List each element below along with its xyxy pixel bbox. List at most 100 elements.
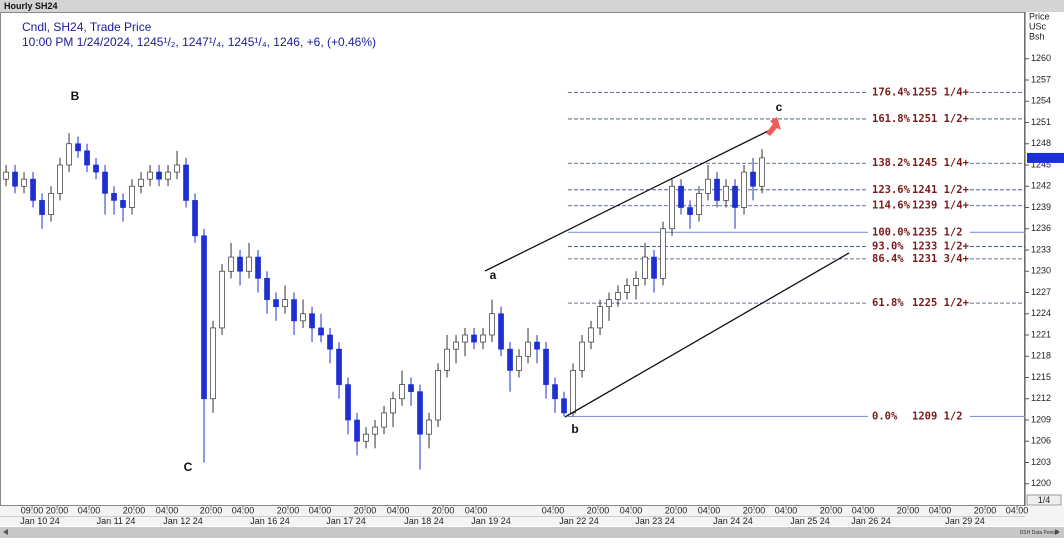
candle-body [660,228,666,279]
x-tick-label: 04:00 [1006,505,1029,515]
candle-body [678,185,684,208]
y-tick-label: 1206 [1031,436,1051,446]
candle-body [255,256,261,279]
y-tick-label: 1203 [1031,457,1051,467]
candle-body [570,370,576,414]
candle-body [588,327,594,343]
candle-body [525,341,531,357]
fib-label-bg [868,86,970,99]
x-tick-label: 04:00 [775,505,798,515]
candle-body [489,313,495,336]
candle-body [57,164,63,194]
x-tick-label: 20:00 [277,505,300,515]
date-tick-label: Jan 26 24 [851,516,891,526]
fib-pct: 0.0% [872,410,898,422]
candle-body [696,192,702,215]
x-tick-label: 04:00 [309,505,332,515]
x-tick-label: 20:00 [354,505,377,515]
y-tick-label: 1233 [1031,244,1051,254]
candle-body [138,178,144,187]
fib-price: 1255 1/4+ [912,86,969,98]
candle-body [552,384,558,400]
y-tick-label: 1257 [1031,74,1051,84]
candle-body [651,256,657,279]
date-tick-label: Jan 11 24 [97,516,136,526]
fib-label-bg [868,252,970,265]
fib-label-bg [868,112,970,125]
x-tick-label: 04:00 [542,505,565,515]
candle-body [480,334,486,343]
candle-body [624,285,630,293]
candle-body [300,313,306,322]
fib-pct: 161.8% [872,113,911,125]
plot: 176.4% 1255 1/4+ 161.8% 1251 1/2+ 138.2% 1245… [3,86,1025,470]
fib-pct: 114.6% [872,200,911,212]
date-tick-label: Jan 12 24 [163,516,203,526]
date-tick-label: Jan 22 24 [559,516,599,526]
fib-label-bg [868,226,970,239]
candle-body [246,256,252,272]
scrollbar[interactable] [0,527,1064,538]
fib-label-bg [868,183,970,196]
candle-body [264,277,270,300]
candle-body [84,150,90,166]
fib-price: 1235 1/2 [912,226,963,238]
x-tick-label: 20:00 [432,505,455,515]
candle-body [471,334,477,343]
candle-body [345,384,351,421]
y-tick-label: 1236 [1031,223,1051,233]
title-bar [0,0,1064,12]
x-tick-label: 20:00 [587,505,610,515]
scroll-left[interactable] [3,529,8,535]
y-tick-label: 1227 [1031,287,1051,297]
date-tick-label: Jan 25 24 [790,516,830,526]
wave-label: B [71,89,80,103]
candle-body [336,348,342,385]
scroll-right[interactable] [1055,529,1060,535]
x-tick-label: 20:00 [123,505,146,515]
candle-body [606,299,612,308]
y-tick-label: 1242 [1031,181,1051,191]
window-title: Hourly SH24 [4,1,58,11]
fib-pct: 176.4% [872,86,911,98]
arrow [766,117,781,136]
candle-body [408,384,414,393]
fib-pct: 123.6% [872,184,911,196]
date-tick-label: Jan 18 24 [404,516,444,526]
candle-body [579,341,585,371]
candle-body [750,171,756,187]
y-tick-label: 1209 [1031,414,1051,424]
candle-body [642,256,648,279]
y-tick-label: 1230 [1031,266,1051,276]
axis-footer: 1/4 [1038,495,1051,505]
candle-body [732,185,738,208]
fib-pct: 93.0% [872,240,904,252]
y-tick-label: 1260 [1031,53,1051,63]
y-tick-label: 1218 [1031,351,1051,361]
fib-label-bg [868,297,970,310]
candle-body [165,171,171,180]
candle-body [219,270,225,329]
candle-body [534,341,540,350]
candle-body [210,327,216,400]
header-line: Cndl, SH24, Trade Price [22,20,152,34]
date-tick-label: Jan 17 24 [326,516,366,526]
candle-body [93,164,99,173]
y-tick-label: 1251 [1031,117,1051,127]
wave-label: c [776,100,783,114]
candle-body [75,143,81,152]
x-tick-label: 04:00 [852,505,875,515]
x-tick-label: 04:00 [465,505,488,515]
fib-price: 1241 1/2+ [912,184,969,196]
candle-body [12,171,18,187]
y-tick-label: 1221 [1031,329,1051,339]
last-price-marker [1027,152,1064,163]
x-tick-label: 20:00 [974,505,997,515]
candle-body [516,355,522,371]
candle-body [120,200,126,208]
date-tick-label: Jan 16 24 [250,516,290,526]
candle-body [615,292,621,300]
y-tick-label: 1224 [1031,308,1051,318]
candle-body [687,207,693,215]
candle-body [381,412,387,428]
